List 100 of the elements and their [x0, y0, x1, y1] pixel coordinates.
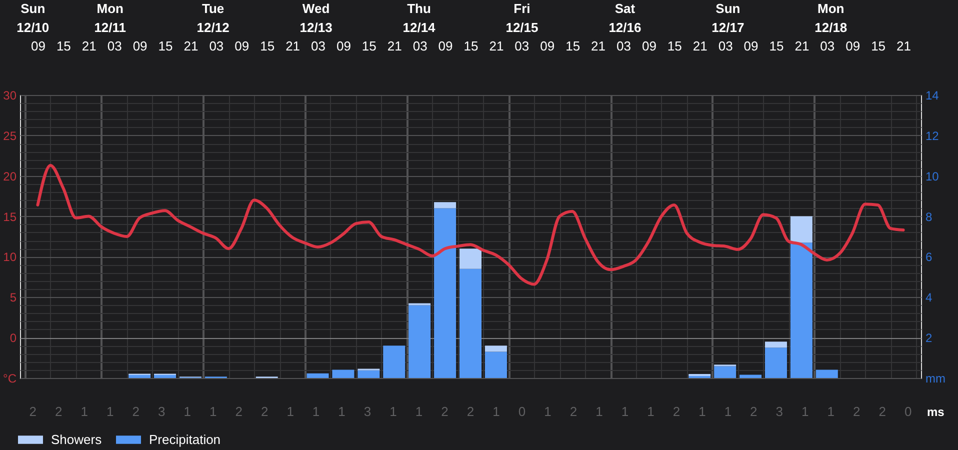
bar	[154, 374, 176, 378]
bar	[790, 242, 812, 378]
bar	[408, 305, 431, 378]
data-label: 1	[724, 404, 732, 419]
x2-tick-label: Sun 12/17	[712, 1, 744, 35]
data-label: 2	[29, 404, 36, 419]
data-label: 2	[441, 404, 448, 419]
bar	[383, 346, 406, 378]
bar	[740, 374, 762, 378]
data-label: 2	[132, 404, 140, 419]
x-tick-label: 15	[260, 38, 275, 54]
data-label: 1	[80, 404, 88, 419]
data-label: 0	[904, 404, 912, 419]
data-label: 1	[106, 404, 114, 419]
legend-label: Showers	[51, 432, 102, 447]
bar	[484, 352, 507, 378]
y2-tick-label: 2	[926, 331, 932, 346]
data-label: 1	[827, 404, 835, 419]
x-tick-label: 09	[642, 38, 656, 54]
x-tick-label: 03	[820, 38, 835, 54]
data-label: 2	[235, 404, 242, 419]
data-label: 1	[647, 404, 654, 419]
data-label: 1	[596, 404, 603, 419]
data-label: 1	[415, 404, 423, 419]
y2-tick-label: 6	[926, 250, 932, 264]
y-tick-label: 5	[10, 290, 17, 305]
y-tick-label: 30	[3, 88, 17, 102]
x-tick-label: 09	[846, 38, 860, 54]
x-tick-label: 03	[412, 38, 428, 54]
data-label: 1	[338, 404, 346, 419]
x-tick-label: 03	[107, 38, 122, 54]
x-tick-label: 21	[591, 38, 606, 54]
data-label: 2	[570, 404, 578, 419]
bar	[460, 268, 482, 378]
bar	[434, 202, 456, 208]
y-tick-label: °C	[3, 372, 17, 386]
x-tick-label: 15	[667, 38, 682, 54]
x2-tick-label: Thu 12/14	[402, 1, 436, 35]
x-tick-label: 09	[234, 38, 250, 54]
x-tick-label: 15	[871, 38, 886, 54]
y2-tick-label: 10	[926, 169, 940, 184]
x-tick-label: 09	[540, 38, 555, 54]
x-tick-label: 03	[616, 38, 631, 54]
x2-tick-label: Wed 12/13	[300, 1, 332, 35]
data-label: 1	[286, 404, 294, 419]
x-tick-label: 21	[184, 38, 198, 54]
x-tick-label: 09	[336, 38, 351, 54]
x-tick-label: 21	[82, 38, 96, 54]
x-tick-label: 21	[286, 38, 300, 54]
x-tick-label: 15	[158, 38, 173, 54]
x-tick-label: 03	[311, 38, 326, 54]
bar	[714, 366, 736, 378]
bar	[460, 248, 482, 269]
x2-tick-label: Mon 12/18	[814, 1, 848, 35]
data-label: 2	[466, 404, 474, 419]
x-tick-label: 15	[362, 38, 376, 54]
y-tick-label: 10	[3, 250, 17, 264]
x2-tick-label: Sat 12/16	[608, 1, 642, 35]
data-label: 1	[209, 404, 217, 419]
bar	[358, 370, 380, 378]
data-label: 0	[518, 404, 526, 419]
x-tick-label: 15	[56, 38, 71, 54]
x-tick-label: 03	[209, 38, 224, 54]
data-label: 2	[260, 404, 268, 419]
x-tick-label: 15	[464, 38, 478, 54]
data-label: 2	[878, 404, 886, 419]
y2-tick-label: 14	[926, 88, 940, 102]
x-tick-label: 09	[132, 38, 148, 54]
y-tick-label: 0	[10, 331, 17, 346]
data-label: 2	[672, 404, 680, 419]
x2-tick-label: Sun 12/10	[16, 1, 50, 35]
data-label: 1	[698, 404, 706, 419]
data-label: 3	[776, 404, 784, 419]
data-label: 1	[802, 404, 809, 419]
bar	[484, 346, 507, 352]
y-tick-label: 25	[3, 128, 17, 143]
x-tick-label: 03	[718, 38, 733, 54]
data-label: 1	[390, 404, 397, 419]
bar	[306, 373, 329, 378]
y-tick-label: 20	[3, 169, 17, 184]
text: ms	[927, 405, 945, 419]
bar	[764, 342, 787, 348]
data-label: 1	[492, 404, 500, 419]
x-tick-label: 21	[489, 38, 504, 54]
data-label: 2	[853, 404, 860, 419]
x2-tick-label: Tue 12/12	[196, 1, 230, 35]
y2-tick-label: 8	[926, 210, 932, 224]
y-tick-label: 15	[3, 210, 17, 224]
x-tick-label: 15	[566, 38, 580, 54]
data-label: 3	[364, 404, 372, 419]
x-tick-label: 21	[387, 38, 402, 54]
y2-tick-label: mm	[926, 372, 946, 386]
x-tick-label: 03	[514, 38, 530, 54]
x-tick-label: 09	[30, 38, 46, 54]
x-tick-label: 15	[769, 38, 784, 54]
data-label: 1	[184, 404, 191, 419]
line-series	[36, 164, 905, 286]
x-tick-label: 21	[896, 38, 912, 54]
x-tick-label: 09	[744, 38, 758, 54]
x-tick-label: 21	[692, 38, 708, 54]
